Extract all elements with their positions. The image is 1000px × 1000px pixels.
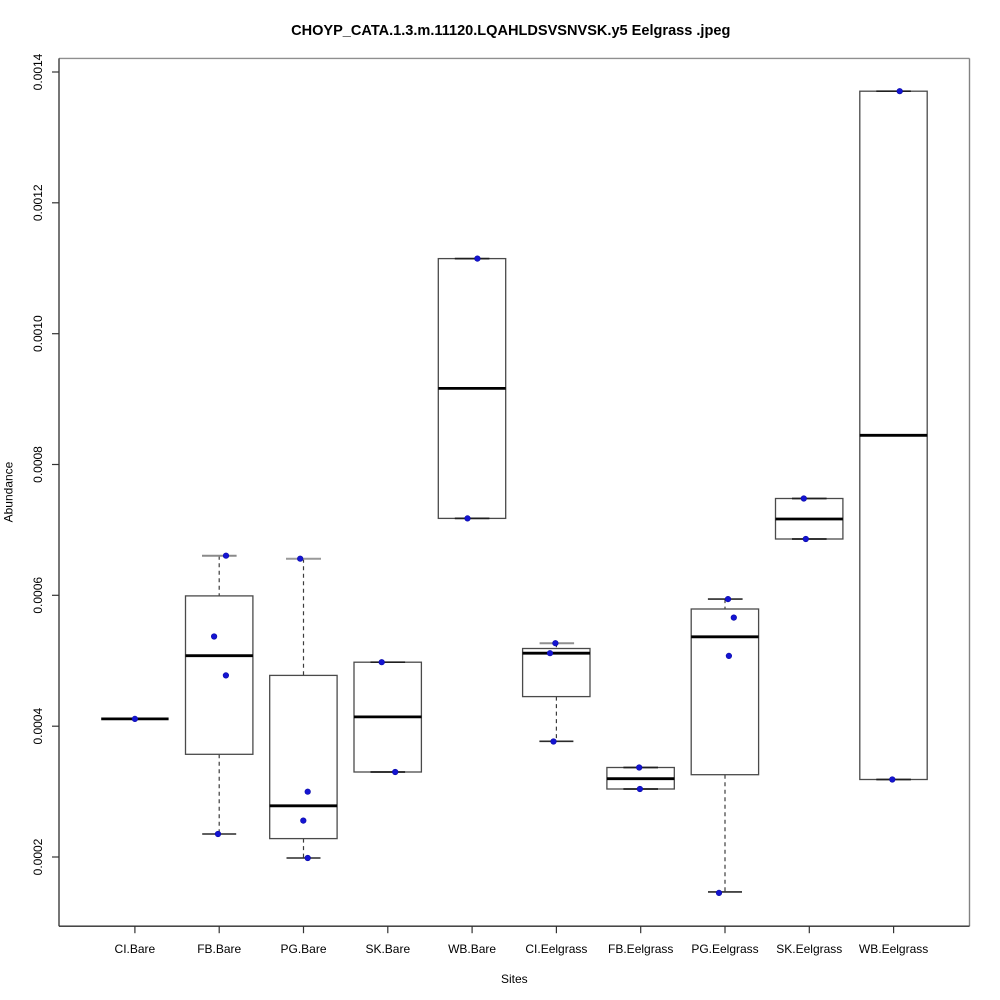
svg-text:CI.Bare: CI.Bare [115,942,156,956]
svg-text:FB.Bare: FB.Bare [197,942,241,956]
svg-text:0.0002: 0.0002 [31,838,45,875]
svg-text:SK.Bare: SK.Bare [365,942,410,956]
svg-text:PG.Eelgrass: PG.Eelgrass [691,942,758,956]
svg-text:WB.Eelgrass: WB.Eelgrass [859,942,928,956]
svg-text:FB.Eelgrass: FB.Eelgrass [608,942,673,956]
svg-text:Abundance: Abundance [2,461,16,522]
svg-text:PG.Bare: PG.Bare [280,942,326,956]
svg-text:Sites: Sites [501,972,528,986]
svg-text:SK.Eelgrass: SK.Eelgrass [776,942,842,956]
svg-text:0.0012: 0.0012 [31,184,45,221]
svg-text:0.0010: 0.0010 [31,315,45,352]
svg-text:0.0004: 0.0004 [31,708,45,745]
svg-text:WB.Bare: WB.Bare [448,942,496,956]
svg-text:0.0014: 0.0014 [31,53,45,90]
svg-text:0.0006: 0.0006 [31,577,45,614]
svg-text:CHOYP_CATA.1.3.m.11120.LQAHLDS: CHOYP_CATA.1.3.m.11120.LQAHLDSVSNVSK.y5 … [291,23,730,39]
svg-text:0.0008: 0.0008 [31,446,45,483]
svg-text:CI.Eelgrass: CI.Eelgrass [525,942,587,956]
